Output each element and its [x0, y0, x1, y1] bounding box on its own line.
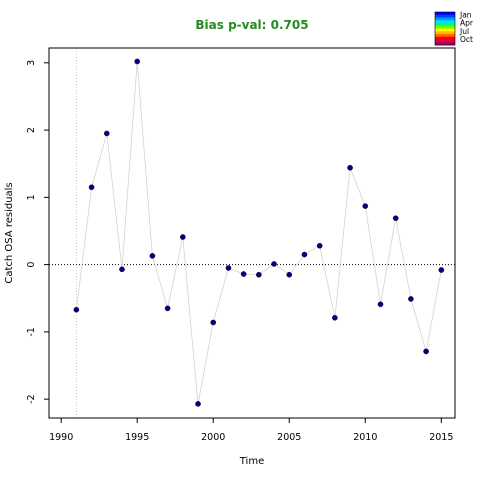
- data-point: [301, 251, 308, 258]
- legend-frame: [434, 11, 456, 46]
- plot-frame: [48, 47, 456, 419]
- legend-swatch: [435, 31, 455, 35]
- legend-swatch: [435, 39, 455, 43]
- legend-swatch: [435, 17, 455, 21]
- x-axis-label: Time: [239, 456, 264, 467]
- data-point: [256, 271, 262, 278]
- data-point: [180, 234, 186, 240]
- legend-label: Jul: [459, 27, 469, 36]
- x-tick-label: 1995: [125, 432, 149, 443]
- plot-area: [49, 48, 455, 418]
- data-point: [88, 184, 95, 191]
- data-point: [271, 261, 277, 267]
- series-line: [76, 61, 442, 404]
- data-point: [103, 130, 110, 137]
- x-tick-label: 2010: [353, 432, 377, 443]
- data-point: [119, 266, 125, 273]
- y-axis: -2 -1 0 1 2 3: [26, 60, 49, 404]
- y-tick-label: 2: [26, 127, 37, 133]
- data-point: [362, 203, 369, 209]
- y-tick-label: 3: [26, 60, 37, 66]
- data-point: [134, 58, 140, 65]
- y-tick-label: -1: [26, 327, 37, 336]
- legend-swatch: [435, 20, 455, 24]
- x-axis: 1990 1995 2000 2005 2010 2015: [49, 418, 453, 443]
- y-tick-label: -2: [26, 394, 37, 403]
- legend-swatch: [435, 25, 455, 29]
- x-tick-label: 2005: [277, 432, 301, 443]
- legend-swatch: [435, 28, 455, 32]
- data-point: [286, 271, 293, 278]
- x-tick-label: 1990: [49, 432, 73, 443]
- data-point: [377, 301, 384, 308]
- legend-swatch: [435, 23, 455, 27]
- legend-swatch: [435, 12, 455, 16]
- data-point: [210, 319, 217, 326]
- legend-swatch: [435, 36, 455, 40]
- data-point: [423, 348, 429, 355]
- legend-swatch: [435, 42, 455, 46]
- x-tick-label: 2015: [429, 432, 453, 443]
- data-point: [316, 242, 323, 249]
- data-point: [332, 314, 338, 321]
- data-point: [73, 306, 80, 313]
- data-point: [225, 265, 232, 271]
- y-axis-label: Catch OSA residuals: [4, 182, 15, 283]
- data-point: [408, 296, 414, 302]
- legend-label: Jan: [459, 11, 472, 20]
- data-point: [347, 164, 353, 171]
- y-tick-label: 0: [26, 262, 37, 268]
- data-point: [149, 253, 156, 259]
- chart-title: Bias p-val: 0.705: [195, 18, 308, 32]
- data-point: [195, 401, 201, 407]
- legend-swatch: [435, 34, 455, 38]
- legend-label: Apr: [460, 19, 474, 28]
- legend-swatch: [435, 14, 455, 18]
- data-point: [164, 305, 171, 312]
- data-point: [438, 267, 445, 273]
- data-point: [392, 215, 399, 221]
- data-point: [240, 271, 247, 277]
- y-tick-label: 1: [26, 194, 37, 200]
- legend-label: Oct: [460, 35, 473, 44]
- x-tick-label: 2000: [201, 432, 225, 443]
